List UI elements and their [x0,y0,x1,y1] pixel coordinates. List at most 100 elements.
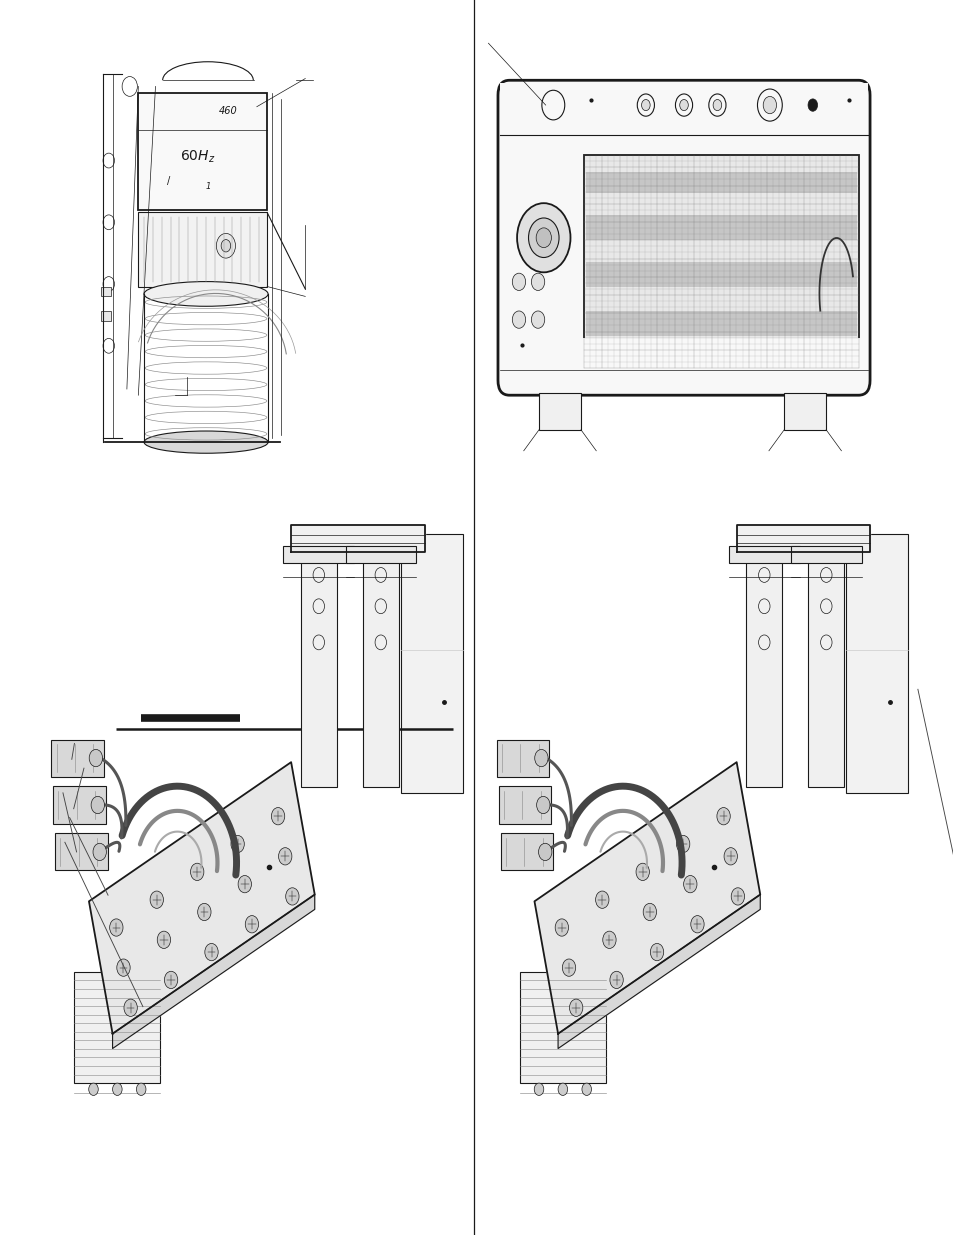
Circle shape [238,876,252,893]
Circle shape [285,888,298,905]
Circle shape [555,919,568,936]
Bar [585,262,856,287]
Text: /: / [167,177,170,186]
Circle shape [528,217,558,257]
Bar [585,172,856,194]
Bar [497,740,549,777]
Circle shape [216,233,235,258]
Circle shape [112,1083,122,1095]
Circle shape [807,99,817,111]
Circle shape [679,100,688,111]
Circle shape [602,931,616,948]
Circle shape [609,971,622,988]
Circle shape [636,863,649,881]
Text: 1: 1 [205,182,211,191]
Circle shape [538,844,552,861]
Circle shape [531,311,544,329]
Circle shape [512,273,525,290]
Circle shape [231,835,244,852]
Polygon shape [112,894,314,1049]
Circle shape [561,960,575,977]
Circle shape [581,1083,591,1095]
Bar [585,215,856,241]
Circle shape [221,240,231,252]
Polygon shape [534,762,760,1034]
Circle shape [569,999,582,1016]
Circle shape [536,227,551,247]
Circle shape [712,100,721,111]
FancyBboxPatch shape [497,80,869,395]
Bar [55,834,108,871]
Circle shape [93,844,107,861]
Circle shape [683,876,697,893]
Circle shape [534,1083,543,1095]
Ellipse shape [144,431,268,453]
Bar [499,83,867,136]
Circle shape [157,931,171,948]
Bar [283,546,354,563]
Ellipse shape [144,282,268,306]
Circle shape [91,797,105,814]
Circle shape [197,903,211,920]
Bar [400,534,462,793]
Bar [362,546,398,787]
Circle shape [512,311,525,329]
Bar [53,787,106,824]
Circle shape [90,750,103,767]
Text: 460: 460 [219,106,237,116]
Circle shape [278,847,292,864]
Polygon shape [89,762,314,1034]
Circle shape [595,890,608,908]
Bar [101,287,111,296]
Polygon shape [736,525,869,552]
Circle shape [730,888,743,905]
Bar [538,393,580,430]
Bar [498,787,551,824]
Bar [745,546,781,787]
Circle shape [89,1083,98,1095]
Bar [845,534,907,793]
Circle shape [517,203,570,273]
Circle shape [191,863,204,881]
Circle shape [245,915,258,932]
Bar [519,972,605,1083]
Bar [728,546,799,563]
Circle shape [164,971,177,988]
Circle shape [690,915,703,932]
Bar [51,740,104,777]
Circle shape [723,847,737,864]
Circle shape [116,960,130,977]
Bar [300,546,336,787]
Circle shape [124,999,137,1016]
Bar [583,156,858,368]
Polygon shape [291,525,424,552]
Circle shape [271,808,284,825]
Bar [499,338,867,370]
Circle shape [558,1083,567,1095]
Circle shape [136,1083,146,1095]
Circle shape [110,919,123,936]
Circle shape [650,944,663,961]
Circle shape [150,890,163,908]
Circle shape [535,750,548,767]
Bar [585,310,856,336]
Bar [138,93,267,210]
Bar [138,212,267,287]
Circle shape [642,903,656,920]
Circle shape [762,96,776,114]
Bar [345,546,416,563]
Circle shape [676,835,689,852]
Circle shape [537,797,550,814]
Bar [500,834,553,871]
Text: $60H_z$: $60H_z$ [180,148,215,165]
Bar [783,393,825,430]
Bar [101,311,111,321]
Circle shape [205,944,218,961]
Bar [790,546,861,563]
Bar [74,972,160,1083]
Circle shape [531,273,544,290]
Circle shape [716,808,729,825]
Polygon shape [558,894,760,1049]
Bar [807,546,843,787]
Circle shape [640,100,650,111]
